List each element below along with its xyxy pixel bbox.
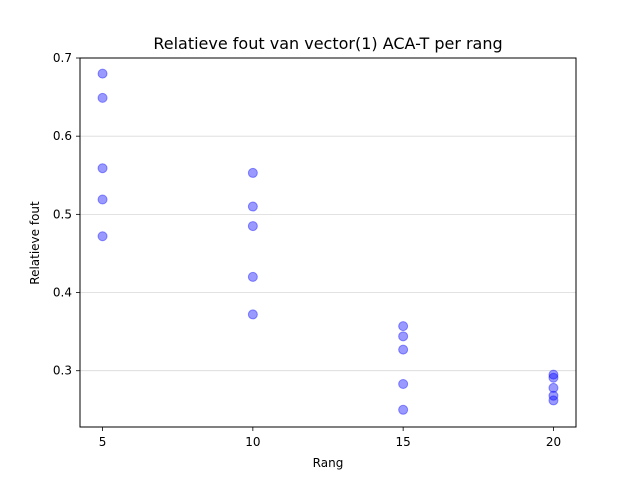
data-points (97, 68, 559, 415)
x-axis-label: Rang (313, 456, 344, 470)
data-point (247, 309, 258, 320)
data-point (247, 271, 258, 282)
data-point (247, 221, 258, 232)
data-point (97, 194, 108, 205)
data-point (398, 321, 409, 332)
data-point (97, 163, 108, 174)
data-point (97, 68, 108, 79)
y-tick-label: 0.5 (53, 207, 72, 221)
data-point (398, 404, 409, 415)
grid-lines (80, 57, 576, 372)
y-tick-label: 0.4 (53, 286, 72, 300)
data-point (247, 201, 258, 212)
y-tick-label: 0.6 (53, 129, 72, 143)
x-tick-label: 5 (99, 435, 107, 449)
x-tick-label: 15 (396, 435, 411, 449)
data-point (97, 231, 108, 242)
data-point (97, 92, 108, 103)
x-tick-label: 20 (546, 435, 561, 449)
y-tick-label: 0.3 (53, 364, 72, 378)
data-point (398, 379, 409, 390)
x-axis-ticks: 5 10 15 20 (99, 427, 561, 449)
data-point (247, 167, 258, 178)
y-axis-label: Relatieve fout (28, 201, 42, 285)
data-point (548, 390, 559, 401)
data-point (398, 331, 409, 342)
data-point (548, 395, 559, 406)
data-point (398, 344, 409, 355)
x-tick-label: 10 (245, 435, 260, 449)
data-point (548, 369, 559, 380)
data-point (548, 382, 559, 393)
y-axis-ticks: 0.3 0.4 0.5 0.6 0.7 (53, 51, 80, 378)
data-point (548, 372, 559, 383)
plot-frame (79, 57, 577, 428)
chart-title: Relatieve fout van vector(1) ACA-T per r… (153, 34, 502, 53)
y-tick-label: 0.7 (53, 51, 72, 65)
